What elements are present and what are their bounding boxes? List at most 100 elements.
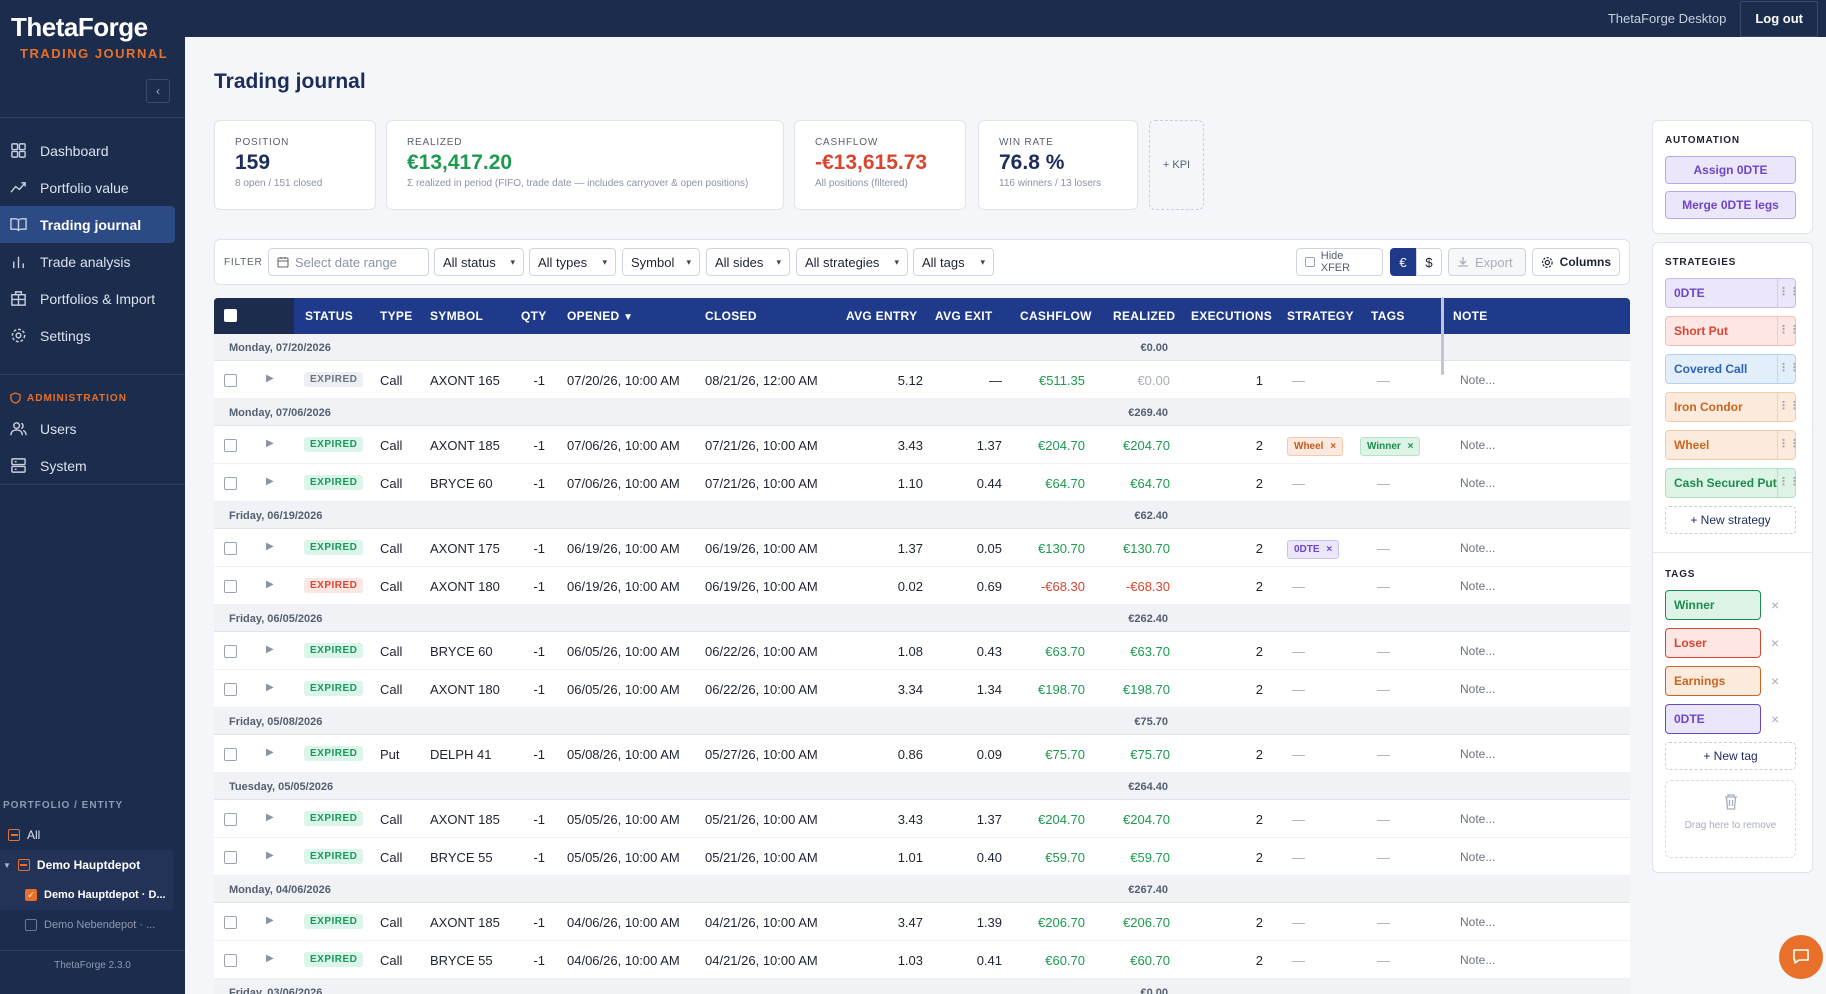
row-checkbox[interactable]: [224, 748, 237, 761]
table-row[interactable]: ▶ EXPIRED Call AXONT 185 -1 05/05/26, 10:00 A…: [214, 800, 1630, 838]
table-scrollbar[interactable]: [1441, 297, 1444, 375]
drag-handle-icon[interactable]: ⋮⋮: [1777, 279, 1800, 307]
table-row[interactable]: ▶ EXPIRED Call AXONT 165 -1 07/20/26, 10:00 A…: [214, 361, 1630, 399]
portfolio-all[interactable]: All: [0, 820, 185, 850]
remove-icon[interactable]: ×: [1326, 544, 1333, 555]
new-tag-button[interactable]: + New tag: [1665, 742, 1796, 770]
col-qty[interactable]: QTY: [521, 309, 547, 323]
types-select[interactable]: All types ▾: [529, 248, 616, 276]
remove-tag-icon[interactable]: ×: [1771, 711, 1780, 727]
note-input[interactable]: Note...: [1460, 644, 1496, 658]
row-checkbox[interactable]: [224, 916, 237, 929]
drag-handle-icon[interactable]: ⋮⋮: [1777, 469, 1800, 497]
table-row[interactable]: ▶ EXPIRED Call AXONT 180 -1 06/19/26, 10:00 A…: [214, 567, 1630, 605]
nav-item-portfolio-value[interactable]: Portfolio value: [0, 169, 175, 206]
all-checkbox[interactable]: [8, 829, 20, 841]
col-tags[interactable]: TAGS: [1371, 309, 1405, 323]
expand-icon[interactable]: ▶: [266, 915, 274, 926]
note-input[interactable]: Note...: [1460, 850, 1496, 864]
remove-icon[interactable]: ×: [1407, 441, 1414, 452]
note-input[interactable]: Note...: [1460, 682, 1496, 696]
expand-icon[interactable]: ▶: [266, 644, 274, 655]
note-input[interactable]: Note...: [1460, 747, 1496, 761]
child-checkbox[interactable]: [25, 919, 37, 931]
col-closed[interactable]: CLOSED: [705, 309, 757, 323]
columns-button[interactable]: Columns: [1532, 248, 1620, 276]
table-row[interactable]: ▶ EXPIRED Call BRYCE 55 -1 05/05/26, 10:00 AM…: [214, 838, 1630, 876]
col-realized[interactable]: REALIZED: [1113, 309, 1176, 323]
merge-0dte-legs-button[interactable]: Merge 0DTE legs: [1665, 191, 1796, 219]
col-avg-entry[interactable]: AVG ENTRY: [846, 309, 918, 323]
currency-eur-button[interactable]: €: [1390, 248, 1416, 276]
note-input[interactable]: Note...: [1460, 915, 1496, 929]
expand-icon[interactable]: ▶: [266, 953, 274, 964]
kpi-card-realized[interactable]: REALIZED €13,417.20 Σ realized in period…: [386, 120, 784, 210]
caret-down-icon[interactable]: ▼: [3, 860, 11, 870]
collapse-sidebar-button[interactable]: ‹: [146, 79, 170, 103]
note-input[interactable]: Note...: [1460, 541, 1496, 555]
nav-item-trading-journal[interactable]: Trading journal: [0, 206, 175, 243]
row-checkbox[interactable]: [224, 439, 237, 452]
child-checkbox[interactable]: ✓: [25, 889, 37, 901]
row-checkbox[interactable]: [224, 580, 237, 593]
strategy-item[interactable]: Short Put ⋮⋮: [1665, 316, 1800, 346]
logout-button[interactable]: Log out: [1740, 0, 1818, 37]
drag-handle-icon[interactable]: ⋮⋮: [1777, 393, 1800, 421]
kpi-card-cashflow[interactable]: CASHFLOW -€13,615.73 All positions (filt…: [794, 120, 966, 210]
strategy-chip[interactable]: Wheel ×: [1287, 437, 1344, 456]
strategies-select[interactable]: All strategies ▾: [796, 248, 908, 276]
group-checkbox[interactable]: [17, 859, 30, 871]
strategy-item[interactable]: Wheel ⋮⋮: [1665, 430, 1800, 460]
expand-icon[interactable]: ▶: [266, 373, 274, 384]
table-row[interactable]: ▶ EXPIRED Call BRYCE 60 -1 06/05/26, 10:00 AM…: [214, 632, 1630, 670]
strategy-item[interactable]: Iron Condor ⋮⋮: [1665, 392, 1800, 422]
expand-icon[interactable]: ▶: [266, 579, 274, 590]
row-checkbox[interactable]: [224, 851, 237, 864]
note-input[interactable]: Note...: [1460, 579, 1496, 593]
kpi-card-position[interactable]: POSITION 159 8 open / 151 closed: [214, 120, 376, 210]
table-row[interactable]: ▶ EXPIRED Call AXONT 185 -1 04/06/26, 10:00 A…: [214, 903, 1630, 941]
note-input[interactable]: Note...: [1460, 476, 1496, 490]
col-executions[interactable]: EXECUTIONS: [1191, 309, 1273, 323]
tag-item[interactable]: Winner ×: [1665, 590, 1800, 620]
expand-icon[interactable]: ▶: [266, 541, 274, 552]
hide-xfer-toggle[interactable]: Hide XFER: [1296, 248, 1383, 276]
note-input[interactable]: Note...: [1460, 953, 1496, 967]
remove-tag-icon[interactable]: ×: [1771, 597, 1780, 613]
add-kpi-button[interactable]: + KPI: [1149, 120, 1204, 210]
remove-dropzone[interactable]: Drag here to remove: [1665, 780, 1796, 858]
note-input[interactable]: Note...: [1460, 438, 1496, 452]
table-row[interactable]: ▶ EXPIRED Call BRYCE 60 -1 07/06/26, 10:00 AM…: [214, 464, 1630, 502]
row-checkbox[interactable]: [224, 954, 237, 967]
export-button[interactable]: Export: [1448, 248, 1526, 276]
chat-button[interactable]: [1779, 935, 1823, 979]
row-checkbox[interactable]: [224, 645, 237, 658]
remove-tag-icon[interactable]: ×: [1771, 635, 1780, 651]
expand-icon[interactable]: ▶: [266, 747, 274, 758]
table-row[interactable]: ▶ EXPIRED Call AXONT 180 -1 06/05/26, 10:00 A…: [214, 670, 1630, 708]
col-cashflow[interactable]: CASHFLOW: [1020, 309, 1092, 323]
tag-item[interactable]: 0DTE ×: [1665, 704, 1800, 734]
col-note[interactable]: NOTE: [1453, 309, 1488, 323]
expand-icon[interactable]: ▶: [266, 850, 274, 861]
table-row[interactable]: ▶ EXPIRED Put DELPH 41 -1 05/08/26, 10:00 AM 0…: [214, 735, 1630, 773]
select-all-checkbox[interactable]: [224, 309, 237, 322]
nav-item-dashboard[interactable]: Dashboard: [0, 132, 175, 169]
nav-item-trade-analysis[interactable]: Trade analysis: [0, 243, 175, 280]
portfolio-child[interactable]: ✓ Demo Hauptdepot · D...: [0, 880, 173, 910]
row-checkbox[interactable]: [224, 374, 237, 387]
tags-select[interactable]: All tags ▾: [913, 248, 994, 276]
row-checkbox[interactable]: [224, 477, 237, 490]
strategy-item[interactable]: Cash Secured Put ⋮⋮: [1665, 468, 1800, 498]
portfolio-child[interactable]: Demo Nebendepot · ...: [0, 910, 185, 940]
col-avg-exit[interactable]: AVG EXIT: [935, 309, 993, 323]
table-row[interactable]: ▶ EXPIRED Call AXONT 175 -1 06/19/26, 10:00 A…: [214, 529, 1630, 567]
col-status[interactable]: STATUS: [305, 309, 354, 323]
remove-tag-icon[interactable]: ×: [1771, 673, 1780, 689]
nav-item-system[interactable]: System: [0, 447, 175, 484]
nav-item-users[interactable]: Users: [0, 410, 175, 447]
col-type[interactable]: TYPE: [380, 309, 413, 323]
symbol-select[interactable]: Symbol ▾: [622, 248, 700, 276]
kpi-card-winrate[interactable]: WIN RATE 76.8 % 116 winners / 13 losers: [978, 120, 1138, 210]
tag-item[interactable]: Earnings ×: [1665, 666, 1800, 696]
